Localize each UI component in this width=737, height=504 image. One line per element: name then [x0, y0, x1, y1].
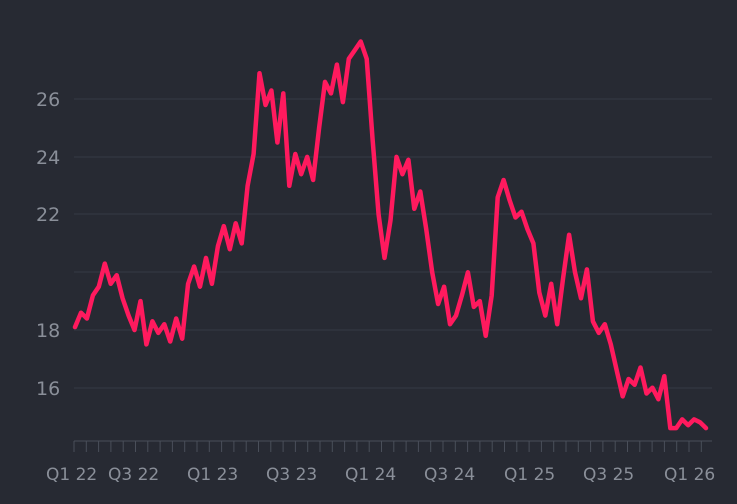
x-tick-label: Q1 25	[504, 465, 555, 485]
x-tick-label: Q1 24	[345, 465, 396, 485]
y-gridlines	[74, 98, 712, 389]
x-tick-label: Q3 25	[583, 465, 634, 485]
y-tick-labels: 16 18 22 24 26	[36, 89, 60, 400]
x-tick-labels: Q1 22 Q3 22 Q1 23 Q3 23 Q1 24 Q3 24 Q1 2…	[46, 465, 715, 485]
x-tick-label: Q3 22	[108, 465, 159, 485]
y-tick-label: 24	[36, 147, 60, 169]
x-tick-label: Q1 22	[46, 465, 97, 485]
x-axis-minor-ticks	[73, 441, 702, 452]
series-line	[72, 39, 709, 431]
x-axis	[73, 440, 712, 452]
y-tick-label: 16	[36, 378, 60, 400]
y-tick-label: 22	[36, 204, 60, 226]
x-tick-label: Q3 24	[424, 465, 475, 485]
x-tick-label: Q1 26	[664, 465, 715, 485]
x-tick-label: Q1 23	[187, 465, 238, 485]
y-tick-label: 18	[36, 320, 60, 342]
y-tick-label: 26	[36, 89, 60, 111]
x-tick-label: Q3 23	[266, 465, 317, 485]
